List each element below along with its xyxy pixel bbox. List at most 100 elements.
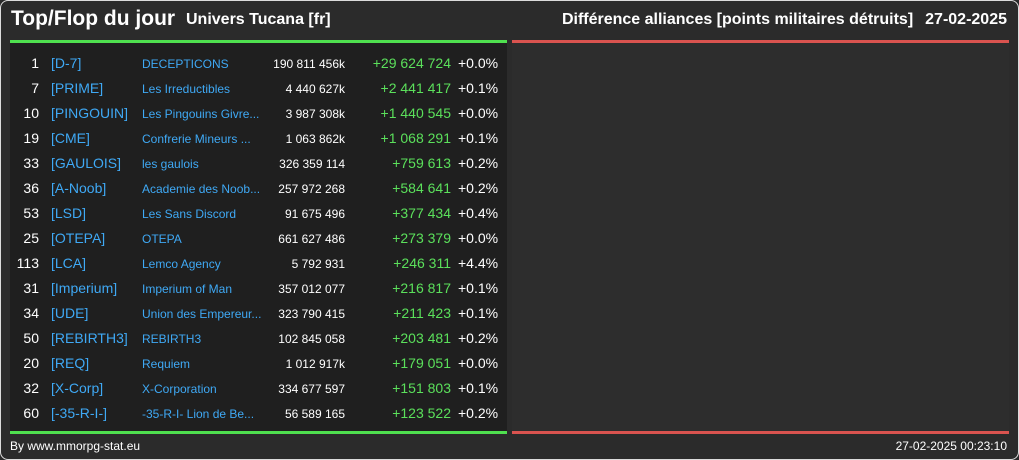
table-row: 1 [D-7] DECEPTICONS 190 811 456k +29 624 724… [10, 51, 507, 76]
universe-subtitle: Univers Tucana [fr] [186, 11, 331, 28]
difference-cell: +2 441 417 [380, 80, 451, 96]
difference-cell: +1 068 291 [380, 130, 451, 146]
percent-cell: +0.2% [458, 180, 499, 196]
alliance-tag-link[interactable]: [LCA] [51, 255, 87, 271]
alliance-tag-link[interactable]: [X-Corp] [51, 380, 104, 396]
alliance-name-link[interactable]: Les Pingouins Givre... [142, 107, 260, 121]
points-cell: 1 063 862k [285, 132, 345, 146]
points-cell: 334 677 597 [278, 382, 345, 396]
points-cell: 4 440 627k [285, 82, 345, 96]
difference-cell: +216 817 [392, 280, 451, 296]
rank-cell: 34 [23, 305, 39, 321]
alliance-tag-link[interactable]: [A-Noob] [51, 180, 107, 196]
percent-cell: +0.1% [458, 80, 499, 96]
rank-cell: 113 [16, 255, 39, 271]
points-cell: 56 589 165 [284, 407, 345, 421]
alliance-tag-link[interactable]: [-35-R-I-] [51, 405, 107, 421]
rank-cell: 19 [23, 130, 39, 146]
difference-cell: +273 379 [392, 230, 451, 246]
points-cell: 661 627 486 [278, 232, 345, 246]
points-cell: 102 845 058 [278, 332, 345, 346]
alliance-tag-link[interactable]: [D-7] [51, 55, 82, 71]
table-row: 7 [PRIME] Les Irreductibles 4 440 627k +2 44… [10, 76, 507, 101]
rank-cell: 32 [23, 380, 39, 396]
points-cell: 357 012 077 [278, 282, 345, 296]
table-row: 113 [LCA] Lemco Agency 5 792 931 +246 311 +4.… [10, 251, 507, 276]
alliance-name-link[interactable]: -35-R-I- Lion de Be... [142, 407, 255, 421]
difference-cell: +246 311 [393, 255, 451, 271]
alliance-tag-link[interactable]: [Imperium] [51, 280, 118, 296]
alliance-tag-link[interactable]: [REBIRTH3] [51, 330, 128, 346]
points-cell: 326 359 114 [279, 157, 345, 171]
difference-cell: +584 641 [392, 180, 451, 196]
credit-link[interactable]: By www.mmorpg-stat.eu [10, 439, 141, 453]
rank-cell: 50 [23, 330, 39, 346]
table-row: 20 [REQ] Requiem 1 012 917k +179 051 +0.0% [10, 351, 507, 376]
header-date: 27-02-2025 [925, 11, 1007, 28]
difference-cell: +203 481 [392, 330, 451, 346]
difference-cell: +151 803 [392, 380, 451, 396]
alliance-name-link[interactable]: Academie des Noob... [142, 182, 261, 196]
alliance-name-link[interactable]: X-Corporation [142, 382, 217, 396]
page-title: Top/Flop du jour [11, 7, 176, 30]
alliance-tag-link[interactable]: [OTEPA] [51, 230, 106, 246]
alliance-tag-link[interactable]: [GAULOIS] [51, 155, 122, 171]
percent-cell: +4.4% [458, 255, 499, 271]
alliance-tag-link[interactable]: [PRIME] [51, 80, 104, 96]
rank-cell: 1 [31, 55, 39, 71]
alliance-tag-link[interactable]: [UDE] [51, 305, 89, 321]
rank-cell: 20 [23, 355, 39, 371]
rank-cell: 25 [23, 230, 39, 246]
alliance-name-link[interactable]: REBIRTH3 [142, 332, 202, 346]
table-row: 34 [UDE] Union des Empereur... 323 790 415 +… [10, 301, 507, 326]
table-row: 50 [REBIRTH3] REBIRTH3 102 845 058 +203 481 +… [10, 326, 507, 351]
points-cell: 1 012 917k [285, 357, 345, 371]
alliance-name-link[interactable]: Les Sans Discord [142, 207, 237, 221]
rank-cell: 31 [23, 280, 39, 296]
alliance-tag-link[interactable]: [REQ] [51, 355, 90, 371]
alliance-name-link[interactable]: Imperium of Man [142, 282, 233, 296]
difference-cell: +179 051 [392, 355, 451, 371]
alliance-name-link[interactable]: Confrerie Mineurs ... [142, 132, 251, 146]
points-cell: 190 811 456k [273, 57, 345, 71]
percent-cell: +0.2% [458, 330, 499, 346]
table-row: 32 [X-Corp] X-Corporation 334 677 597 +151 8… [10, 376, 507, 401]
alliance-tag-link[interactable]: [PINGOUIN] [51, 105, 129, 121]
percent-cell: +0.0% [458, 105, 499, 121]
difference-cell: +123 522 [392, 405, 451, 421]
rank-cell: 53 [23, 205, 39, 221]
table-row: 60 [-35-R-I-] -35-R-I- Lion de Be... 56 589… [10, 401, 507, 426]
rank-cell: 60 [23, 405, 39, 421]
table-row: 53 [LSD] Les Sans Discord 91 675 496 +377 43… [10, 201, 507, 226]
rank-cell: 33 [23, 155, 39, 171]
table-row: 31 [Imperium] Imperium of Man 357 012 077 +2… [10, 276, 507, 301]
alliance-tag-link[interactable]: [LSD] [51, 205, 87, 221]
percent-cell: +0.4% [458, 205, 499, 221]
percent-cell: +0.0% [458, 55, 499, 71]
table-row: 19 [CME] Confrerie Mineurs ... 1 063 862k +1… [10, 126, 507, 151]
alliance-name-link[interactable]: Les Irreductibles [142, 82, 231, 96]
alliance-name-link[interactable]: Lemco Agency [142, 257, 221, 271]
percent-cell: +0.1% [458, 380, 499, 396]
table-row: 36 [A-Noob] Academie des Noob... 257 972 26… [10, 176, 507, 201]
alliance-name-link[interactable]: OTEPA [142, 232, 182, 246]
points-cell: 3 987 308k [285, 107, 345, 121]
percent-cell: +0.0% [458, 355, 499, 371]
alliance-name-link[interactable]: Requiem [142, 357, 191, 371]
points-cell: 5 792 931 [291, 257, 345, 271]
alliance-name-link[interactable]: DECEPTICONS [142, 57, 229, 71]
alliance-name-link[interactable]: Union des Empereur... [142, 307, 262, 321]
rank-cell: 10 [23, 105, 39, 121]
section-heading: Différence alliances [points militaires … [550, 11, 1007, 29]
alliance-tag-link[interactable]: [CME] [51, 130, 90, 146]
percent-cell: +0.1% [458, 280, 499, 296]
difference-cell: +1 440 545 [380, 105, 451, 121]
percent-cell: +0.1% [458, 305, 499, 321]
rank-cell: 36 [23, 180, 39, 196]
table-row: 25 [OTEPA] OTEPA 661 627 486 +273 379 +0.0% [10, 226, 507, 251]
percent-cell: +0.0% [458, 230, 499, 246]
header: Top/Flop du jour Univers Tucana [fr] Dif… [0, 0, 1019, 40]
alliance-name-link[interactable]: les gaulois [142, 157, 199, 171]
footer-timestamp: 27-02-2025 00:23:10 [895, 439, 1007, 453]
difference-cell: +759 613 [392, 155, 451, 171]
